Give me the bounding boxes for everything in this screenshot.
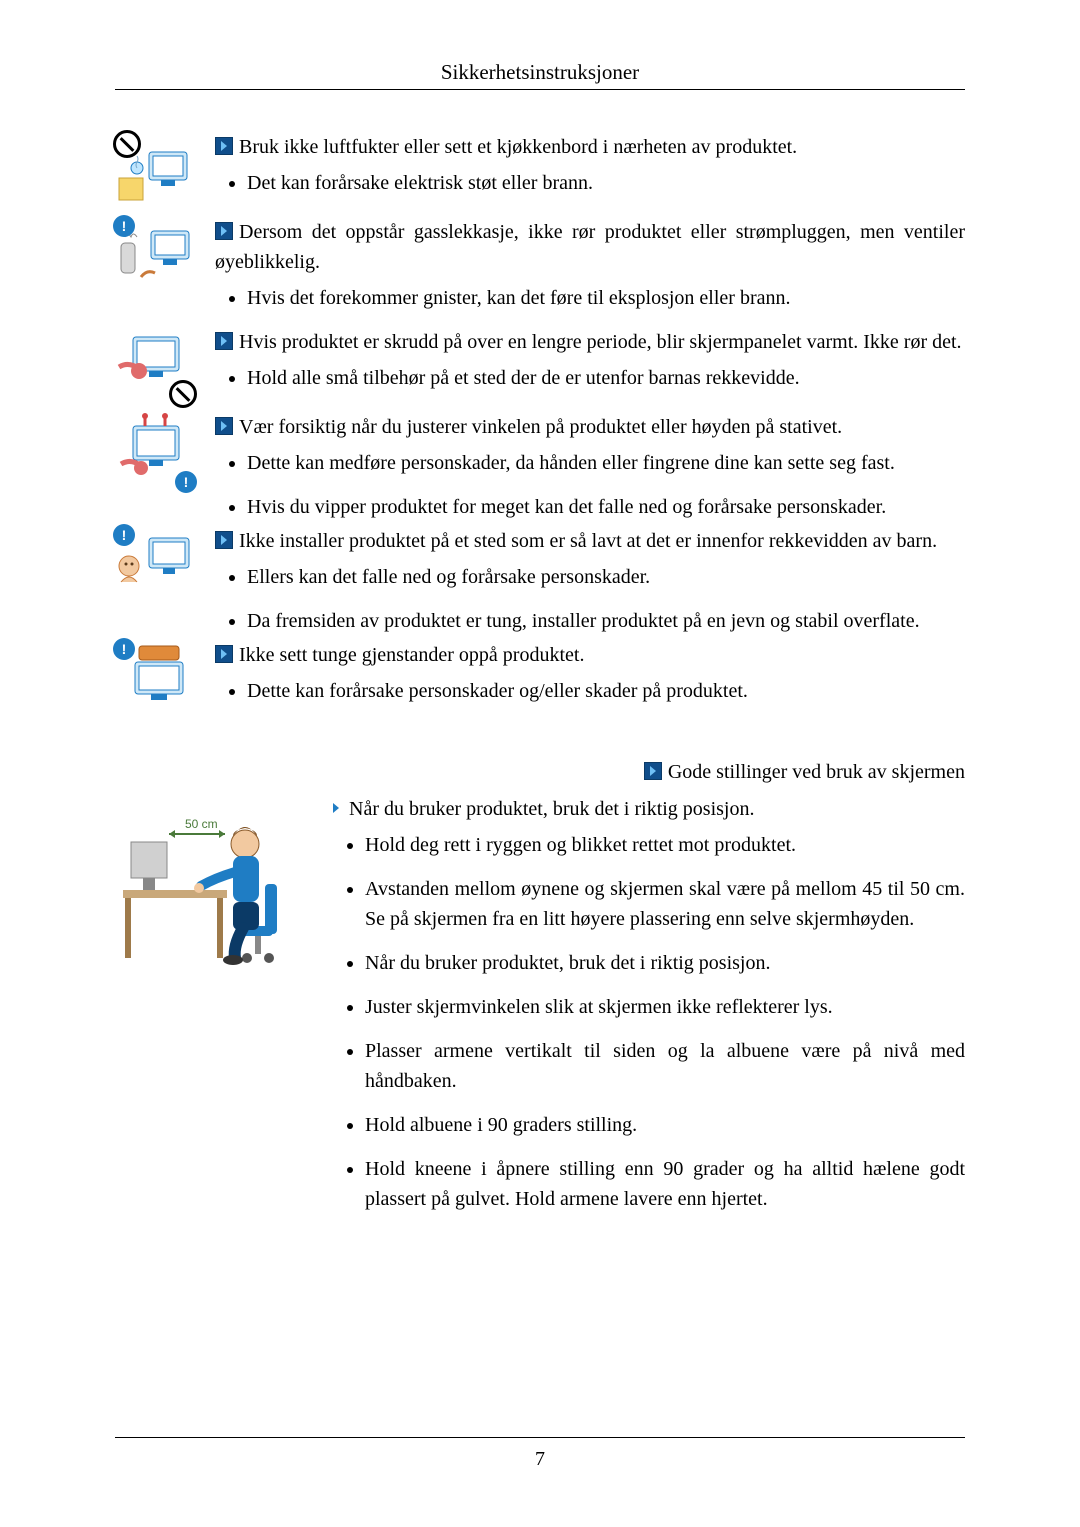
- bullet-item: Hold alle små tilbehør på et sted der de…: [247, 363, 965, 393]
- arrow-bullet-icon: [215, 417, 233, 435]
- arrow-bullet-icon: [215, 332, 233, 350]
- posture-icon: 50 cm: [115, 794, 315, 994]
- bullet-item: Det kan forårsake elektrisk støt eller b…: [247, 168, 965, 198]
- arrow-bullet-icon: [644, 762, 662, 780]
- bullet-list: Dette kan medføre personskader, da hånde…: [215, 448, 965, 522]
- arrow-bullet-icon: [215, 531, 233, 549]
- lead-content: Ikke installer produktet på et sted som …: [239, 530, 937, 552]
- bullet-item: Hvis det forekommer gnister, kan det før…: [247, 283, 965, 313]
- distance-label: 50 cm: [185, 817, 218, 831]
- illustration-col: [115, 327, 215, 412]
- lead-content: Ikke sett tunge gjenstander oppå produkt…: [239, 644, 584, 666]
- posture-section: 50 cm: [115, 794, 965, 1228]
- lead-text: Dersom det oppstår gasslekkasje, ikke rø…: [215, 217, 965, 277]
- illustration-col: !: [115, 412, 215, 497]
- bullet-item: Hold kneene i åpnere stilling enn 90 gra…: [365, 1154, 965, 1214]
- illustration-col: [115, 132, 215, 217]
- page: Sikkerhetsinstruksjoner Bruk ikke luftfu…: [0, 0, 1080, 1527]
- info-icon: !: [175, 471, 197, 493]
- prohibit-icon: [169, 380, 197, 408]
- bullet-item: Avstanden mellom øynene og skjermen skal…: [365, 874, 965, 934]
- text-col: Dersom det oppstår gasslekkasje, ikke rø…: [215, 217, 965, 327]
- text-col: Ikke installer produktet på et sted som …: [215, 526, 965, 650]
- bullet-item: Hvis du vipper produktet for meget kan d…: [247, 492, 965, 522]
- footer: 7: [115, 1437, 965, 1471]
- lead-content: Vær forsiktig når du justerer vinkelen p…: [239, 416, 842, 438]
- text-col: Bruk ikke luftfukter eller sett et kjøkk…: [215, 132, 965, 212]
- info-icon: !: [113, 524, 135, 546]
- text-col: Vær forsiktig når du justerer vinkelen p…: [215, 412, 965, 536]
- illustration-col: !: [115, 217, 215, 302]
- lead-content: Bruk ikke luftfukter eller sett et kjøkk…: [239, 136, 797, 158]
- lead-text: Vær forsiktig når du justerer vinkelen p…: [215, 412, 965, 442]
- bullet-item: Juster skjermvinkelen slik at skjermen i…: [365, 992, 965, 1022]
- posture-intro-text: Når du bruker produktet, bruk det i rikt…: [349, 798, 755, 820]
- bullet-item: Hold deg rett i ryggen og blikket rettet…: [365, 830, 965, 860]
- bullet-item: Da fremsiden av produktet er tung, insta…: [247, 606, 965, 636]
- warning-section: ! Dersom det oppstår gasslekkasje, ikke …: [115, 217, 965, 327]
- prohibit-icon: [113, 130, 141, 158]
- small-arrow-icon: [333, 803, 339, 813]
- posture-illustration: 50 cm: [115, 794, 315, 994]
- bullet-list: Hold alle små tilbehør på et sted der de…: [215, 363, 965, 393]
- lead-content: Hvis produktet er skrudd på over en leng…: [239, 331, 962, 353]
- content: Bruk ikke luftfukter eller sett et kjøkk…: [115, 132, 965, 1228]
- warning-section: ! Vær forsiktig når du justerer vinkelen…: [115, 412, 965, 536]
- text-col: Hvis produktet er skrudd på over en leng…: [215, 327, 965, 407]
- arrow-bullet-icon: [215, 222, 233, 240]
- lead-text: Ikke sett tunge gjenstander oppå produkt…: [215, 640, 965, 670]
- bullet-item: Dette kan forårsake personskader og/elle…: [247, 676, 965, 706]
- posture-title-row: Gode stillinger ved bruk av skjermen: [115, 761, 965, 784]
- bullet-list: Det kan forårsake elektrisk støt eller b…: [215, 168, 965, 198]
- arrow-bullet-icon: [215, 645, 233, 663]
- page-title: Sikkerhetsinstruksjoner: [115, 60, 965, 85]
- bullet-item: Hold albuene i 90 graders stilling.: [365, 1110, 965, 1140]
- posture-text: Når du bruker produktet, bruk det i rikt…: [315, 794, 965, 1228]
- warning-section: Hvis produktet er skrudd på over en leng…: [115, 327, 965, 412]
- lead-content: Dersom det oppstår gasslekkasje, ikke rø…: [215, 221, 965, 273]
- posture-intro: Når du bruker produktet, bruk det i rikt…: [333, 794, 965, 824]
- warning-section: Bruk ikke luftfukter eller sett et kjøkk…: [115, 132, 965, 217]
- footer-rule: [115, 1437, 965, 1438]
- lead-text: Hvis produktet er skrudd på over en leng…: [215, 327, 965, 357]
- bullet-list: Hvis det forekommer gnister, kan det før…: [215, 283, 965, 313]
- bullet-item: Når du bruker produktet, bruk det i rikt…: [365, 948, 965, 978]
- illustration-col: !: [115, 640, 215, 725]
- bullet-list: Dette kan forårsake personskader og/elle…: [215, 676, 965, 706]
- bullet-item: Dette kan medføre personskader, da hånde…: [247, 448, 965, 478]
- info-icon: !: [113, 215, 135, 237]
- bullet-list: Ellers kan det falle ned og forårsake pe…: [215, 562, 965, 636]
- text-col: Ikke sett tunge gjenstander oppå produkt…: [215, 640, 965, 720]
- lead-text: Bruk ikke luftfukter eller sett et kjøkk…: [215, 132, 965, 162]
- lead-text: Ikke installer produktet på et sted som …: [215, 526, 965, 556]
- warning-section: ! Ikke sett tunge gjenstander oppå produ…: [115, 640, 965, 725]
- posture-title: Gode stillinger ved bruk av skjermen: [668, 761, 965, 783]
- posture-bullet-list: Hold deg rett i ryggen og blikket rettet…: [333, 830, 965, 1214]
- header-rule: [115, 89, 965, 90]
- info-icon: !: [113, 638, 135, 660]
- bullet-item: Ellers kan det falle ned og forårsake pe…: [247, 562, 965, 592]
- bullet-item: Plasser armene vertikalt til siden og la…: [365, 1036, 965, 1096]
- page-number: 7: [115, 1448, 965, 1471]
- warning-section: ! Ikke installer produktet på et sted so…: [115, 526, 965, 650]
- illustration-col: !: [115, 526, 215, 611]
- arrow-bullet-icon: [215, 137, 233, 155]
